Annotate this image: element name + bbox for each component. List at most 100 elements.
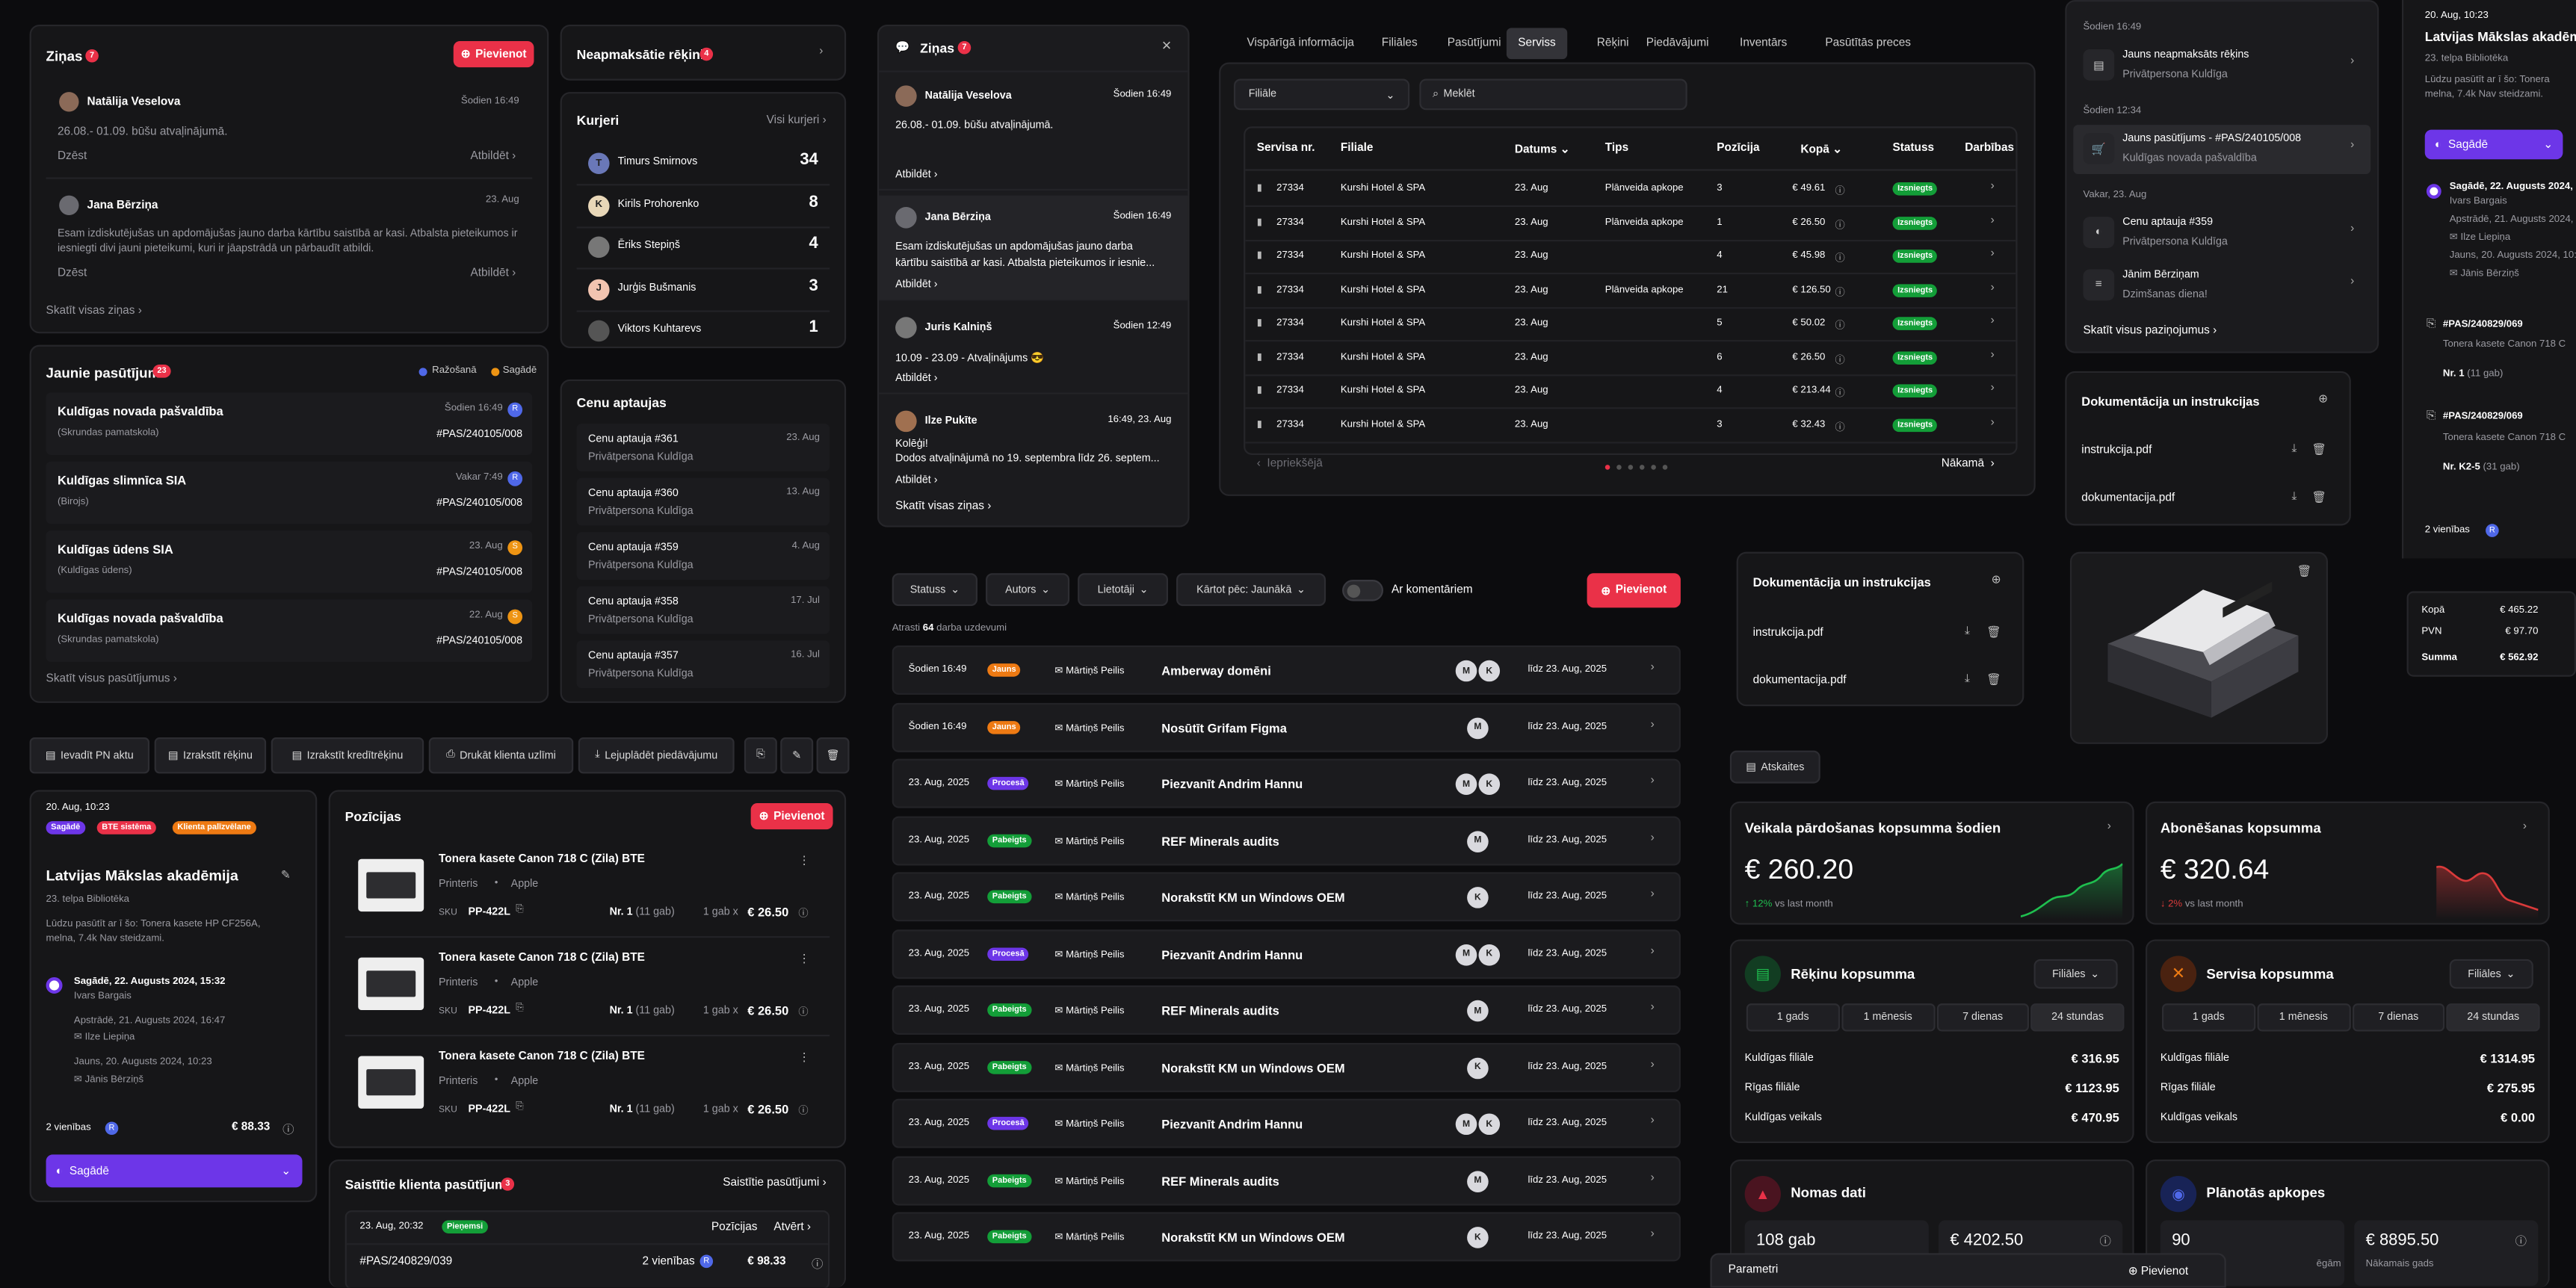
tab-0[interactable]: Vispārīgā informācija xyxy=(1247,37,1354,49)
comments-toggle[interactable] xyxy=(1342,580,1384,601)
chevron-right-icon[interactable]: › xyxy=(1650,945,1655,957)
reply-link[interactable]: Atbildēt › xyxy=(470,267,516,279)
parameters-add[interactable]: ⊕ Pievienot xyxy=(2128,1266,2189,1278)
download-icon[interactable]: ⤓ xyxy=(2291,443,2297,455)
chevron-right-icon[interactable]: › xyxy=(2107,821,2111,833)
table-row[interactable]: ▮ 27334 Kurshi Hotel & SPA 23. Aug Plānveida… xyxy=(1245,275,2016,309)
popup-message[interactable]: Natālija Veselova Šodien 16:49 26.08.- 01.… xyxy=(879,74,1188,191)
task-row[interactable]: 23. Aug, 2025 Procesā ✉ Mārtiņš Peilis Piez… xyxy=(892,929,1681,979)
notification-item[interactable]: 🛒 Jauns pasūtījums - #PAS/240105/008 Kuldī… xyxy=(2073,125,2371,175)
info-icon[interactable]: ⓘ xyxy=(1835,355,1845,366)
trash-icon[interactable]: 🗑 xyxy=(2311,492,2326,504)
copy-icon[interactable]: ⎘ xyxy=(744,737,777,774)
download-icon[interactable]: ⤓ xyxy=(2291,491,2297,503)
order-row[interactable]: Kuldīgas ūdens SIA (Kuldīgas ūdens) 23. Au… xyxy=(46,530,533,593)
price-survey-row[interactable]: Cenu aptauja #360 Privātpersona Kuldīga 13… xyxy=(576,477,830,526)
tab-4[interactable]: Rēķini xyxy=(1596,37,1629,49)
reply-link[interactable]: Atbildēt › xyxy=(895,474,938,486)
courier-row[interactable]: T Timurs Smirnovs 34 xyxy=(562,149,844,191)
period-option[interactable]: 24 stundas xyxy=(2030,1003,2125,1032)
chevron-right-icon[interactable]: › xyxy=(1650,1115,1655,1127)
prev-page-button[interactable]: ‹ Iepriekšējā xyxy=(1256,458,1323,470)
delete-link[interactable]: Dzēst xyxy=(57,151,87,163)
next-page-button[interactable]: Nākamā › xyxy=(1941,458,1995,470)
task-row[interactable]: 23. Aug, 2025 Procesā ✉ Mārtiņš Peilis Piez… xyxy=(892,1098,1681,1148)
column-header[interactable]: Pozīcija xyxy=(1717,143,1760,155)
chevron-right-icon[interactable]: › xyxy=(2522,821,2527,833)
chevron-right-icon[interactable]: › xyxy=(1990,315,1995,327)
chevron-right-icon[interactable]: › xyxy=(1990,349,1995,361)
tab-3[interactable]: Serviss xyxy=(1506,28,1568,60)
period-option[interactable]: 7 dienas xyxy=(2351,1003,2445,1032)
open-link[interactable]: Atvērt › xyxy=(773,1222,812,1233)
chevron-right-icon[interactable]: › xyxy=(1990,383,1995,394)
reply-link[interactable]: Atbildēt › xyxy=(895,279,938,291)
period-option[interactable]: 1 gads xyxy=(2162,1003,2255,1032)
toolbar-button-3[interactable]: ⎙ Drukāt klienta uzlīmi xyxy=(428,737,574,774)
add-task-button[interactable]: ⊕ Pievienot xyxy=(1587,573,1681,608)
column-header[interactable]: Tips xyxy=(1604,143,1629,155)
task-row[interactable]: 23. Aug, 2025 Pabeigts ✉ Mārtiņš Peilis Nor… xyxy=(892,1041,1681,1092)
all-messages-link[interactable]: Skatīt visas ziņas › xyxy=(46,305,142,318)
reply-link[interactable]: Atbildēt › xyxy=(895,373,938,385)
period-option[interactable]: 1 mēnesis xyxy=(1841,1003,1935,1032)
all-notifications-link[interactable]: Skatīt visus paziņojumus › xyxy=(2083,325,2217,337)
reply-link[interactable]: Atbildēt › xyxy=(470,151,516,163)
file-link[interactable]: instrukcija.pdf xyxy=(1752,627,1823,640)
file-link[interactable]: instrukcija.pdf xyxy=(2081,445,2152,457)
trash-icon[interactable]: 🗑 xyxy=(816,737,850,774)
info-icon[interactable]: ⓘ xyxy=(1835,389,1845,400)
period-option[interactable]: 1 mēnesis xyxy=(2256,1003,2350,1032)
task-row[interactable]: 23. Aug, 2025 Pabeigts ✉ Mārtiņš Peilis REF… xyxy=(892,815,1681,865)
unpaid-invoices-card[interactable]: Neapmaksātie rēķini 4 › xyxy=(560,24,847,81)
close-icon[interactable]: × xyxy=(1161,37,1172,56)
chevron-right-icon[interactable]: › xyxy=(1650,718,1655,731)
period-option[interactable]: 7 dienas xyxy=(1936,1003,2030,1032)
copy-icon[interactable]: ⎘ xyxy=(516,1102,524,1112)
branch-filter-select[interactable]: Filiāle ⌄ xyxy=(1233,78,1410,111)
chevron-right-icon[interactable]: › xyxy=(1650,1228,1655,1240)
price-survey-row[interactable]: Cenu aptauja #361 Privātpersona Kuldīga 23… xyxy=(576,424,830,471)
order-row[interactable]: Kuldīgas novada pašvaldība (Skrundas pama… xyxy=(46,392,533,455)
chevron-right-icon[interactable]: › xyxy=(1650,1001,1655,1014)
table-row[interactable]: ▮ 27334 Kurshi Hotel & SPA 23. Aug Plānveida… xyxy=(1245,174,2016,207)
trash-icon[interactable]: 🗑 xyxy=(2297,566,2312,578)
chevron-right-icon[interactable]: › xyxy=(1990,416,1995,428)
table-row[interactable]: ▮ 27334 Kurshi Hotel & SPA 23. Aug 4 € 45.98 ⓘ… xyxy=(1245,241,2016,275)
reports-tab[interactable]: ▤ Atskaites xyxy=(1729,750,1820,784)
all-orders-link[interactable]: Skatīt visus pasūtījumus › xyxy=(46,673,177,685)
info-icon[interactable]: ⓘ xyxy=(282,1124,294,1137)
table-row[interactable]: ▮ 27334 Kurshi Hotel & SPA 23. Aug 3 € 32.43 ⓘ… xyxy=(1245,409,2016,443)
chevron-right-icon[interactable]: › xyxy=(1650,775,1655,787)
info-icon[interactable]: ⓘ xyxy=(1835,254,1845,264)
info-icon[interactable]: ⓘ xyxy=(798,1106,809,1117)
chevron-right-icon[interactable]: › xyxy=(1990,180,1995,193)
edit-icon[interactable]: ✎ xyxy=(280,870,291,882)
column-header[interactable]: Servisa nr. xyxy=(1256,143,1315,155)
status-filter[interactable]: Statuss ⌄ xyxy=(892,573,978,607)
positions-link[interactable]: Pozīcijas xyxy=(711,1222,758,1233)
info-icon[interactable]: ⓘ xyxy=(798,1008,809,1018)
period-option[interactable]: 24 stundas xyxy=(2446,1003,2540,1032)
copy-icon[interactable]: ⎘ xyxy=(2426,318,2436,330)
task-row[interactable]: 23. Aug, 2025 Pabeigts ✉ Mārtiņš Peilis REF… xyxy=(892,1155,1681,1205)
popup-message[interactable]: Jana Bērziņa Šodien 16:49 Esam izdiskutēju… xyxy=(879,195,1188,301)
popup-message[interactable]: Juris Kalniņš Šodien 12:49 10.09 - 23.09 -… xyxy=(879,306,1188,394)
info-icon[interactable]: ⓘ xyxy=(798,909,809,920)
reply-link[interactable]: Atbildēt › xyxy=(895,169,938,181)
chevron-right-icon[interactable]: › xyxy=(1990,214,1995,226)
author-filter[interactable]: Autors ⌄ xyxy=(986,573,1070,607)
info-icon[interactable]: ⓘ xyxy=(1835,220,1845,231)
service-branch-select[interactable]: Filiāles ⌄ xyxy=(2449,959,2533,989)
column-header[interactable]: Darbības xyxy=(1965,143,2015,155)
courier-row[interactable]: Ēriks Stepiņš 4 xyxy=(562,233,844,274)
toolbar-button-1[interactable]: ▤ Izrakstīt rēķinu xyxy=(154,737,267,774)
tab-2[interactable]: Pasūtījumi xyxy=(1447,37,1501,49)
info-icon[interactable]: ⓘ xyxy=(1835,187,1845,197)
task-row[interactable]: 23. Aug, 2025 Pabeigts ✉ Mārtiņš Peilis Nor… xyxy=(892,872,1681,922)
popup-message[interactable]: Ilze Pukīte 16:49, 23. Aug Kolēģi! Dodos at… xyxy=(879,399,1187,495)
sort-filter[interactable]: Kārtot pēc: Jaunākā ⌄ xyxy=(1176,573,1326,607)
popup-all-link[interactable]: Skatīt visas ziņas › xyxy=(895,501,992,513)
tab-5[interactable]: Piedāvājumi xyxy=(1646,37,1709,49)
courier-row[interactable]: J Jurģis Bušmanis 3 xyxy=(562,275,844,316)
